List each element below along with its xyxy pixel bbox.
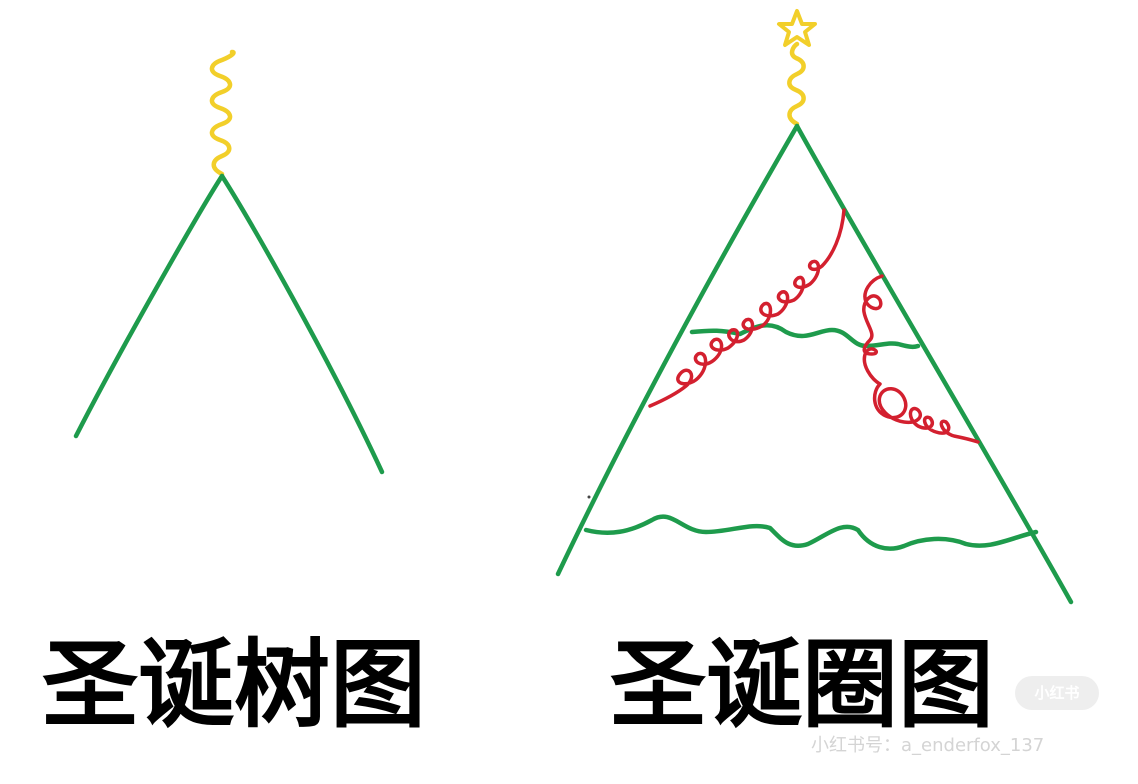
caption-christmas-tree-chart: 圣诞树图 <box>42 629 426 741</box>
decorated-tree-wire <box>787 41 806 127</box>
simple-tree-wire <box>209 49 236 177</box>
red-loop-garland-left <box>648 208 846 408</box>
simple-tree-right-edge <box>219 173 385 475</box>
star-icon <box>777 9 817 47</box>
upper-garland <box>689 323 921 350</box>
watermark-text: 小红书号：a_enderfox_137 <box>811 735 1045 756</box>
stray-dot <box>587 495 591 499</box>
red-loop-garland-right <box>862 274 980 444</box>
caption-christmas-loop-chart: 圣诞圈图 <box>610 629 994 741</box>
lower-garland <box>583 514 1039 551</box>
simple-tree-left-edge <box>73 173 225 439</box>
decorated-tree-left-edge <box>555 123 800 577</box>
decorated-tree-drawing <box>555 9 1074 605</box>
watermark-badge: 小红书 <box>1015 676 1099 710</box>
simple-tree-drawing <box>73 49 385 475</box>
